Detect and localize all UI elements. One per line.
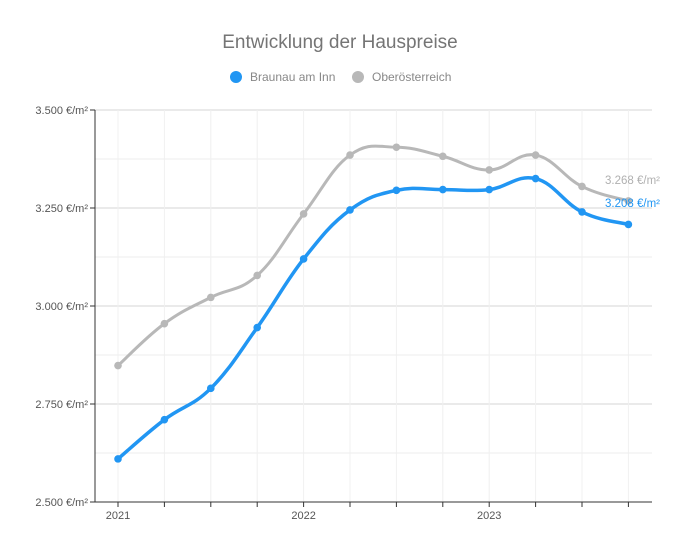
- y-tick-label: 3.500 €/m²: [35, 105, 88, 117]
- end-labels: 3.268 €/m² 3.208 €/m²: [605, 175, 660, 210]
- data-point-oberoesterreich: [253, 271, 261, 280]
- end-label-braunau: 3.208 €/m²: [605, 198, 660, 210]
- x-tick-label: 2021: [106, 510, 130, 522]
- y-tick-label: 2.500 €/m²: [35, 497, 88, 509]
- data-point-braunau: [439, 185, 447, 194]
- data-point-braunau: [485, 185, 494, 194]
- x-tick-label: 2022: [291, 510, 315, 522]
- data-point-oberoesterreich: [485, 166, 494, 174]
- data-point-oberoesterreich: [207, 293, 215, 302]
- legend-label-oberoesterreich: Oberösterreich: [372, 70, 451, 84]
- series-layer: [114, 143, 633, 463]
- data-point-braunau: [624, 220, 633, 229]
- y-tick-label: 3.250 €/m²: [35, 203, 88, 215]
- data-point-oberoesterreich: [578, 182, 586, 191]
- legend-marker-oberoesterreich: [352, 71, 364, 83]
- legend-item-oberoesterreich[interactable]: Oberösterreich: [352, 70, 451, 84]
- data-point-braunau: [114, 455, 122, 463]
- data-point-braunau: [531, 174, 540, 183]
- legend-item-braunau[interactable]: Braunau am Inn: [230, 70, 335, 84]
- data-point-oberoesterreich: [160, 319, 169, 328]
- data-point-oberoesterreich: [299, 210, 308, 218]
- legend-marker-braunau: [230, 71, 242, 83]
- x-tick-label: 2023: [477, 510, 501, 522]
- y-tick-label: 3.000 €/m²: [35, 301, 88, 313]
- data-point-braunau: [207, 384, 215, 393]
- series-line-oberoesterreich: [116, 144, 630, 368]
- data-point-oberoesterreich: [392, 143, 401, 152]
- data-point-oberoesterreich: [346, 151, 354, 159]
- data-point-oberoesterreich: [439, 152, 447, 161]
- data-point-braunau: [392, 186, 401, 195]
- data-point-oberoesterreich: [531, 151, 540, 159]
- legend: Braunau am Inn Oberösterreich: [230, 70, 451, 84]
- series-line-braunau: [116, 175, 631, 461]
- data-point-braunau: [253, 323, 261, 332]
- chart-title: Entwicklung der Hauspreise: [222, 32, 458, 53]
- legend-label-braunau: Braunau am Inn: [250, 70, 335, 84]
- data-point-oberoesterreich: [114, 361, 122, 370]
- data-point-braunau: [299, 255, 308, 263]
- data-point-braunau: [346, 206, 354, 214]
- data-point-braunau: [578, 208, 586, 216]
- end-label-oberoesterreich: 3.268 €/m²: [605, 175, 660, 187]
- grid: [95, 109, 652, 503]
- y-tick-label: 2.750 €/m²: [35, 399, 88, 411]
- axes: 2.500 €/m² 2.750 €/m² 3.000 €/m² 3.250 €/m²…: [35, 105, 652, 522]
- data-point-braunau: [160, 415, 169, 424]
- data-point-oberoesterreich: [624, 197, 633, 205]
